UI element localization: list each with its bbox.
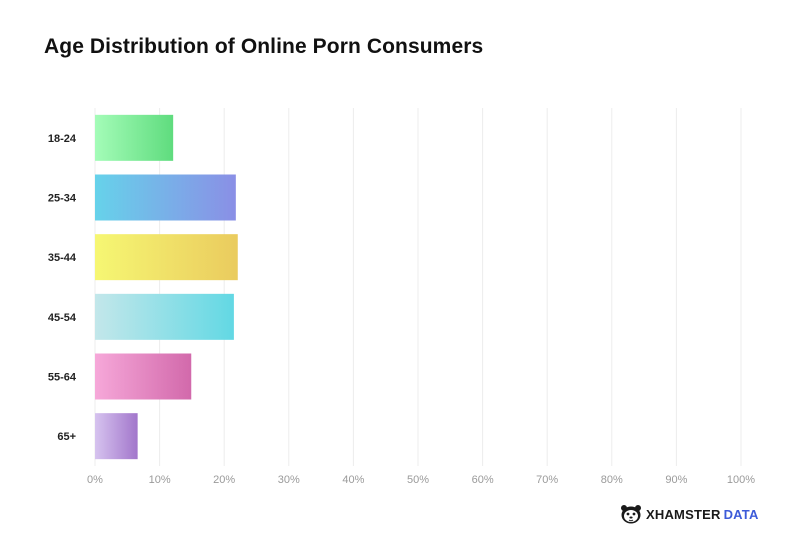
bar-45-54 xyxy=(95,293,234,340)
x-tick-label: 90% xyxy=(665,474,687,486)
category-label: 55-64 xyxy=(48,372,77,384)
bar-35-44 xyxy=(95,234,238,281)
bar-18-24 xyxy=(95,114,174,161)
x-tick-label: 10% xyxy=(149,474,171,486)
category-label: 25-34 xyxy=(48,193,77,205)
x-tick-label: 60% xyxy=(472,474,494,486)
value-axis: 0% 10% 20% 30% 40% 50% 60% 70% 80% 90% 100% xyxy=(87,474,755,486)
x-tick-label: 30% xyxy=(278,474,300,486)
grid xyxy=(94,108,742,466)
x-tick-label: 40% xyxy=(342,474,364,486)
bar-65plus xyxy=(95,413,138,460)
x-tick-label: 80% xyxy=(601,474,623,486)
category-label: 18-24 xyxy=(48,133,77,145)
brand-suffix: DATA xyxy=(723,506,759,522)
x-tick-label: 20% xyxy=(213,474,235,486)
x-tick-label: 50% xyxy=(407,474,429,486)
x-tick-label: 100% xyxy=(727,474,755,486)
x-tick-label: 70% xyxy=(536,474,558,486)
brand-name: XHAMSTER DATA xyxy=(646,506,759,522)
category-axis: 18-24 25-34 35-44 45-54 55-64 65+ xyxy=(48,133,77,443)
hamster-face-icon xyxy=(621,505,641,524)
bars xyxy=(95,114,238,460)
category-label: 65+ xyxy=(57,431,76,443)
bar-55-64 xyxy=(95,353,192,400)
chart-title: Age Distribution of Online Porn Consumer… xyxy=(44,35,484,58)
x-tick-label: 0% xyxy=(87,474,103,486)
bar-25-34 xyxy=(95,174,236,221)
category-label: 35-44 xyxy=(48,252,77,264)
category-label: 45-54 xyxy=(48,312,77,324)
brand-logo: XHAMSTER DATA xyxy=(620,504,759,524)
